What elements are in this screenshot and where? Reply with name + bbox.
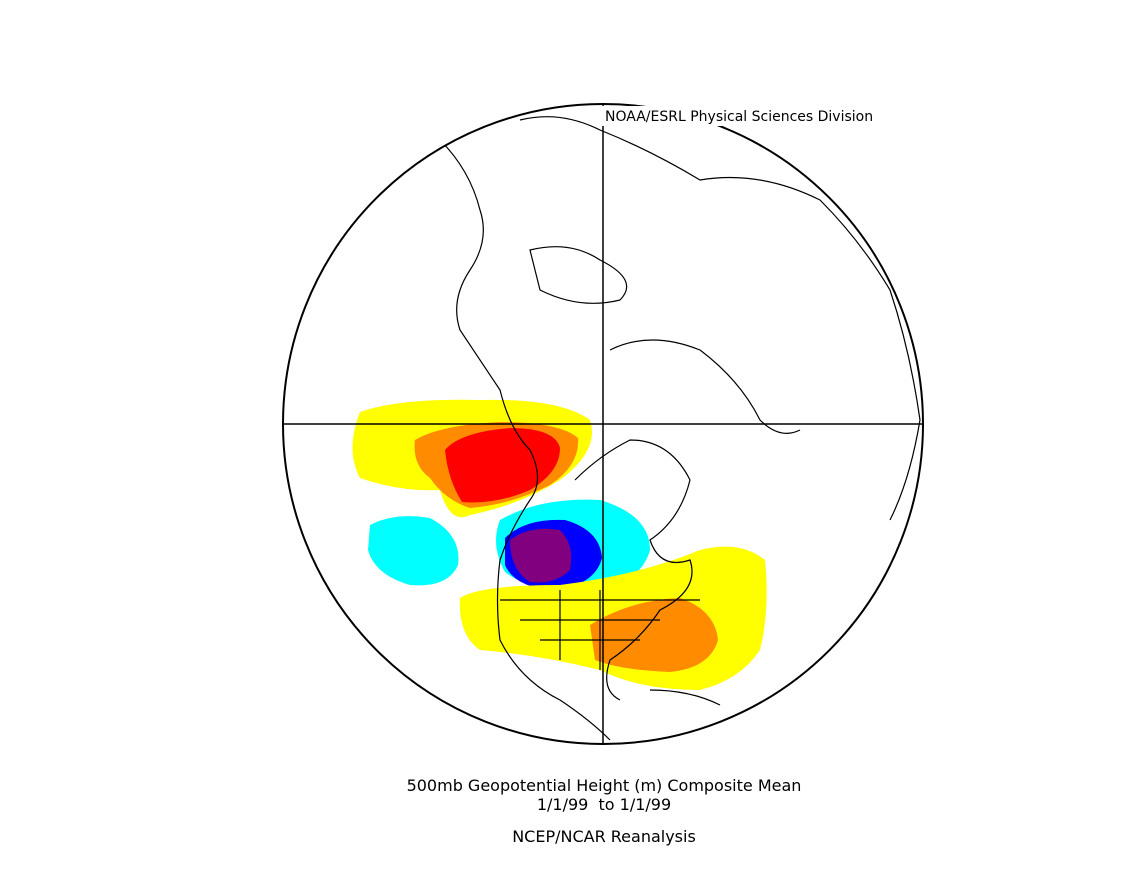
anomaly-shading [352,399,767,690]
positive-anomaly-east-orange [590,598,718,672]
credit-background [600,106,922,126]
date-range: 1/1/99 to 1/1/99 [537,795,671,814]
coastline [519,116,921,521]
coastline [439,139,611,741]
map-title: 500mb Geopotential Height (m) Composite … [407,776,802,795]
credit: NOAA/ESRL Physical Sciences Division [605,109,873,125]
data-source: NCEP/NCAR Reanalysis [512,827,696,846]
coastlines [439,116,921,741]
coastline [500,590,700,670]
negative-anomaly-purple [510,528,572,583]
coastline [529,246,628,304]
coastline [609,339,801,434]
positive-anomaly-red [445,428,560,503]
coastline [649,689,721,706]
negative-anomaly-pacific [368,516,459,586]
coastline [574,439,693,701]
